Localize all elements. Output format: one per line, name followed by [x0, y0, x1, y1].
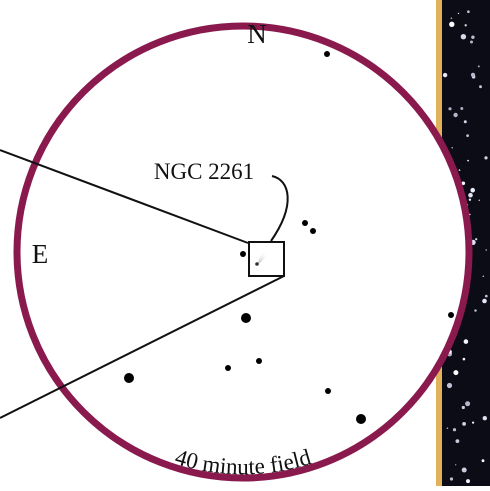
photo-star [446, 382, 453, 389]
photo-star [451, 147, 453, 149]
photo-star [474, 309, 477, 312]
photo-star [479, 85, 482, 89]
photo-star [470, 72, 476, 77]
object-label: NGC 2261 [154, 159, 254, 184]
photo-star [446, 427, 449, 430]
photo-star [468, 192, 473, 198]
photo-star [458, 169, 461, 171]
photo-star [453, 370, 459, 376]
photo-star [470, 187, 476, 193]
star [256, 358, 262, 364]
photo-star [453, 112, 458, 118]
photo-star [466, 479, 470, 484]
photo-star [482, 416, 487, 421]
photo-star [470, 40, 473, 44]
photo-star [467, 10, 470, 13]
photo-star [481, 459, 485, 463]
star [356, 414, 366, 424]
photo-star [475, 238, 478, 241]
photo-star [482, 298, 487, 304]
pointer-line-upper [0, 149, 249, 244]
photo-star [462, 422, 466, 426]
star [310, 228, 316, 234]
photo-star [467, 159, 469, 162]
star [225, 365, 231, 371]
photo-star [450, 17, 453, 20]
photo-star [460, 34, 467, 40]
photo-star [461, 405, 465, 410]
photo-star [482, 275, 485, 278]
photo-star [460, 107, 464, 110]
photo-star [442, 72, 448, 78]
photo-star [449, 21, 455, 27]
photo-star [466, 134, 469, 138]
photo-star [464, 24, 467, 27]
photo-star [461, 467, 467, 473]
pointer-line-lower [0, 275, 285, 419]
east-label: E [32, 239, 49, 269]
photo-star [485, 249, 487, 251]
north-label: N [247, 19, 267, 49]
nebula-star [255, 262, 259, 266]
star [448, 312, 454, 318]
object-box [248, 241, 285, 277]
star [325, 388, 331, 394]
star [240, 251, 246, 257]
nebula-glyph [256, 251, 268, 266]
star [302, 220, 308, 226]
photo-star [463, 339, 469, 344]
photo-star [484, 156, 488, 160]
photo-star [471, 35, 475, 39]
photo-star [477, 65, 480, 68]
photo-star [465, 401, 471, 407]
photo-star [455, 464, 457, 466]
photo-star [485, 294, 488, 298]
photo-star [463, 120, 467, 124]
photo-star [452, 428, 457, 432]
field-stars [124, 51, 454, 424]
photo-star [468, 198, 472, 201]
photo-star [472, 421, 475, 424]
label-leader [270, 175, 289, 242]
photo-star [457, 12, 460, 15]
star [124, 373, 134, 383]
photo-star [448, 107, 452, 111]
star [241, 313, 251, 323]
photo-star [478, 199, 481, 202]
photo-star [449, 477, 454, 481]
star [324, 51, 330, 57]
photo-star [461, 181, 466, 186]
photo-star [462, 357, 466, 361]
photo-star [455, 439, 460, 443]
